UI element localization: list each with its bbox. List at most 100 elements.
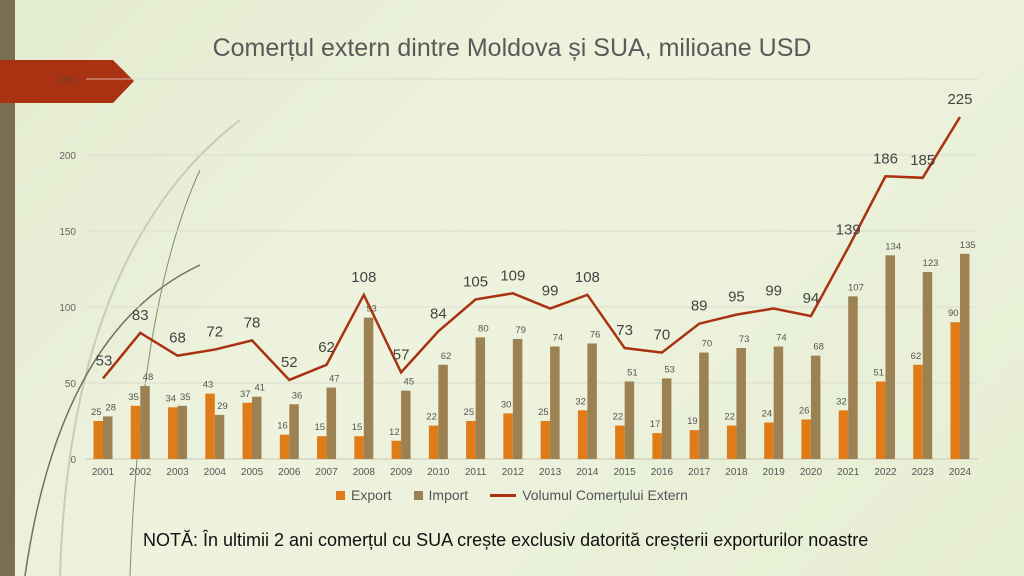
line-data-label: 99 <box>542 283 559 300</box>
bar-export <box>279 434 290 459</box>
legend-export-label: Export <box>351 487 392 503</box>
decorative-arc <box>129 169 201 576</box>
x-tick-label: 2012 <box>502 467 525 478</box>
data-label: 25 <box>91 407 102 418</box>
bar-import <box>885 255 895 459</box>
x-tick-label: 2003 <box>166 467 189 478</box>
line-data-label: 186 <box>873 150 898 167</box>
legend-volume-line <box>490 493 517 497</box>
line-data-label: 70 <box>654 327 671 344</box>
bar-export <box>838 410 849 459</box>
y-tick-label: 250 <box>59 75 76 86</box>
bar-import <box>587 343 597 459</box>
line-data-label: 94 <box>803 290 820 307</box>
x-tick-label: 2001 <box>92 467 115 478</box>
bar-import <box>401 390 411 459</box>
line-data-label: 72 <box>206 324 223 341</box>
line-data-label: 108 <box>351 269 376 286</box>
data-label: 32 <box>575 396 586 407</box>
data-label: 22 <box>724 412 735 423</box>
x-tick-label: 2013 <box>539 467 562 478</box>
bar-export <box>130 405 141 459</box>
bar-import <box>475 337 486 459</box>
x-tick-label: 2020 <box>800 467 823 478</box>
x-tick-label: 2024 <box>949 467 972 478</box>
line-data-label: 99 <box>765 283 782 300</box>
x-tick-label: 2014 <box>576 467 599 478</box>
bar-export <box>503 413 513 459</box>
x-tick-label: 2005 <box>241 467 264 478</box>
x-tick-label: 2019 <box>763 467 786 478</box>
data-label: 74 <box>553 333 564 344</box>
y-tick-label: 150 <box>59 227 76 238</box>
data-label: 22 <box>426 412 437 423</box>
data-label: 35 <box>128 392 139 403</box>
line-data-label: 68 <box>169 330 186 347</box>
bar-import <box>289 404 299 459</box>
decorative-arc <box>59 119 241 576</box>
line-data-label: 78 <box>244 314 261 331</box>
x-tick-label: 2011 <box>465 467 487 478</box>
y-tick-label: 200 <box>59 151 76 162</box>
x-tick-label: 2016 <box>651 467 674 478</box>
line-data-label: 53 <box>96 352 113 369</box>
line-data-label: 185 <box>910 152 935 169</box>
bar-import <box>252 396 262 459</box>
bar-import <box>736 348 746 459</box>
data-label: 32 <box>836 396 847 407</box>
bar-export <box>391 440 402 459</box>
bar-export <box>801 419 811 459</box>
line-data-label: 73 <box>616 322 633 339</box>
bar-import <box>810 355 821 459</box>
bar-export <box>950 322 960 459</box>
data-label: 12 <box>389 427 400 438</box>
bar-import <box>363 317 374 459</box>
bar-export <box>168 407 178 459</box>
data-label: 51 <box>873 367 884 378</box>
data-label: 51 <box>627 367 638 378</box>
line-data-label: 109 <box>500 267 525 284</box>
x-tick-label: 2010 <box>427 467 450 478</box>
x-tick-label: 2017 <box>688 467 711 478</box>
legend-export-swatch <box>336 490 346 500</box>
bar-import <box>438 364 448 459</box>
data-label: 107 <box>848 282 864 293</box>
data-label: 34 <box>165 393 176 404</box>
x-tick-label: 2007 <box>315 467 338 478</box>
bar-import <box>550 346 560 459</box>
data-label: 76 <box>590 329 601 340</box>
bar-export <box>764 422 774 459</box>
line-data-label: 108 <box>575 269 600 286</box>
bar-import <box>512 338 523 459</box>
bar-import <box>624 381 635 459</box>
data-label: 135 <box>960 240 976 251</box>
line-volume <box>102 116 962 382</box>
data-label: 79 <box>515 325 526 336</box>
bar-import <box>848 296 858 459</box>
data-label: 134 <box>885 241 901 252</box>
x-tick-label: 2023 <box>912 467 935 478</box>
data-label: 74 <box>776 333 787 344</box>
line-data-label: 52 <box>281 354 298 371</box>
data-label: 24 <box>762 409 773 420</box>
data-label: 15 <box>315 422 326 433</box>
bar-export <box>317 436 327 459</box>
data-label: 48 <box>143 372 154 383</box>
bar-import <box>699 352 709 459</box>
legend-import-label: Import <box>428 487 469 503</box>
bar-export <box>93 421 103 459</box>
data-label: 62 <box>911 351 922 362</box>
x-tick-label: 2021 <box>837 467 860 478</box>
bar-import <box>103 416 113 459</box>
bar-export <box>428 425 439 459</box>
bar-import <box>140 386 150 459</box>
line-data-label: 225 <box>947 91 972 108</box>
x-tick-label: 2009 <box>390 467 413 478</box>
line-data-label: 89 <box>691 298 708 315</box>
legend-volume-label: Volumul Comerțului Extern <box>522 487 688 503</box>
bar-export <box>466 421 476 459</box>
bar-import <box>661 378 672 459</box>
bar-import <box>177 405 188 459</box>
bar-export <box>540 421 551 459</box>
